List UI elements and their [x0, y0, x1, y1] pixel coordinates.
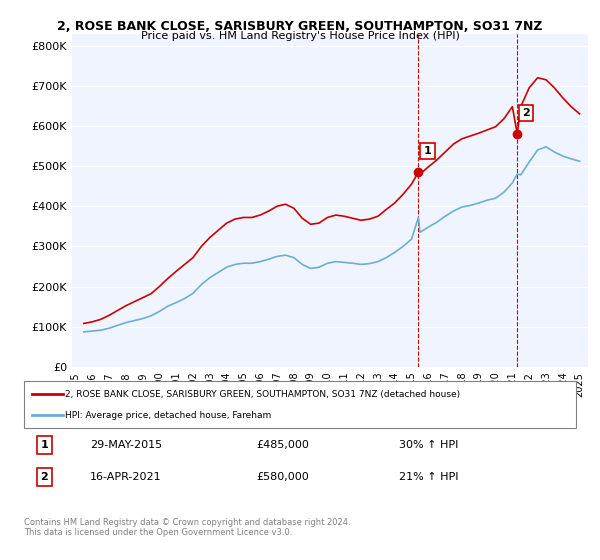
Text: 21% ↑ HPI: 21% ↑ HPI	[400, 472, 459, 482]
Text: 30% ↑ HPI: 30% ↑ HPI	[400, 440, 459, 450]
Text: Price paid vs. HM Land Registry's House Price Index (HPI): Price paid vs. HM Land Registry's House …	[140, 31, 460, 41]
Text: Contains HM Land Registry data © Crown copyright and database right 2024.
This d: Contains HM Land Registry data © Crown c…	[24, 518, 350, 538]
Text: £580,000: £580,000	[256, 472, 308, 482]
Text: 2: 2	[522, 108, 530, 118]
Text: 2, ROSE BANK CLOSE, SARISBURY GREEN, SOUTHAMPTON, SO31 7NZ: 2, ROSE BANK CLOSE, SARISBURY GREEN, SOU…	[57, 20, 543, 32]
Text: 29-MAY-2015: 29-MAY-2015	[90, 440, 163, 450]
Text: 1: 1	[41, 440, 49, 450]
Text: 2: 2	[41, 472, 49, 482]
Text: 2, ROSE BANK CLOSE, SARISBURY GREEN, SOUTHAMPTON, SO31 7NZ (detached house): 2, ROSE BANK CLOSE, SARISBURY GREEN, SOU…	[65, 390, 461, 399]
Text: 16-APR-2021: 16-APR-2021	[90, 472, 162, 482]
FancyBboxPatch shape	[24, 381, 576, 428]
Text: 1: 1	[424, 146, 431, 156]
Text: £485,000: £485,000	[256, 440, 309, 450]
Text: HPI: Average price, detached house, Fareham: HPI: Average price, detached house, Fare…	[65, 410, 272, 419]
